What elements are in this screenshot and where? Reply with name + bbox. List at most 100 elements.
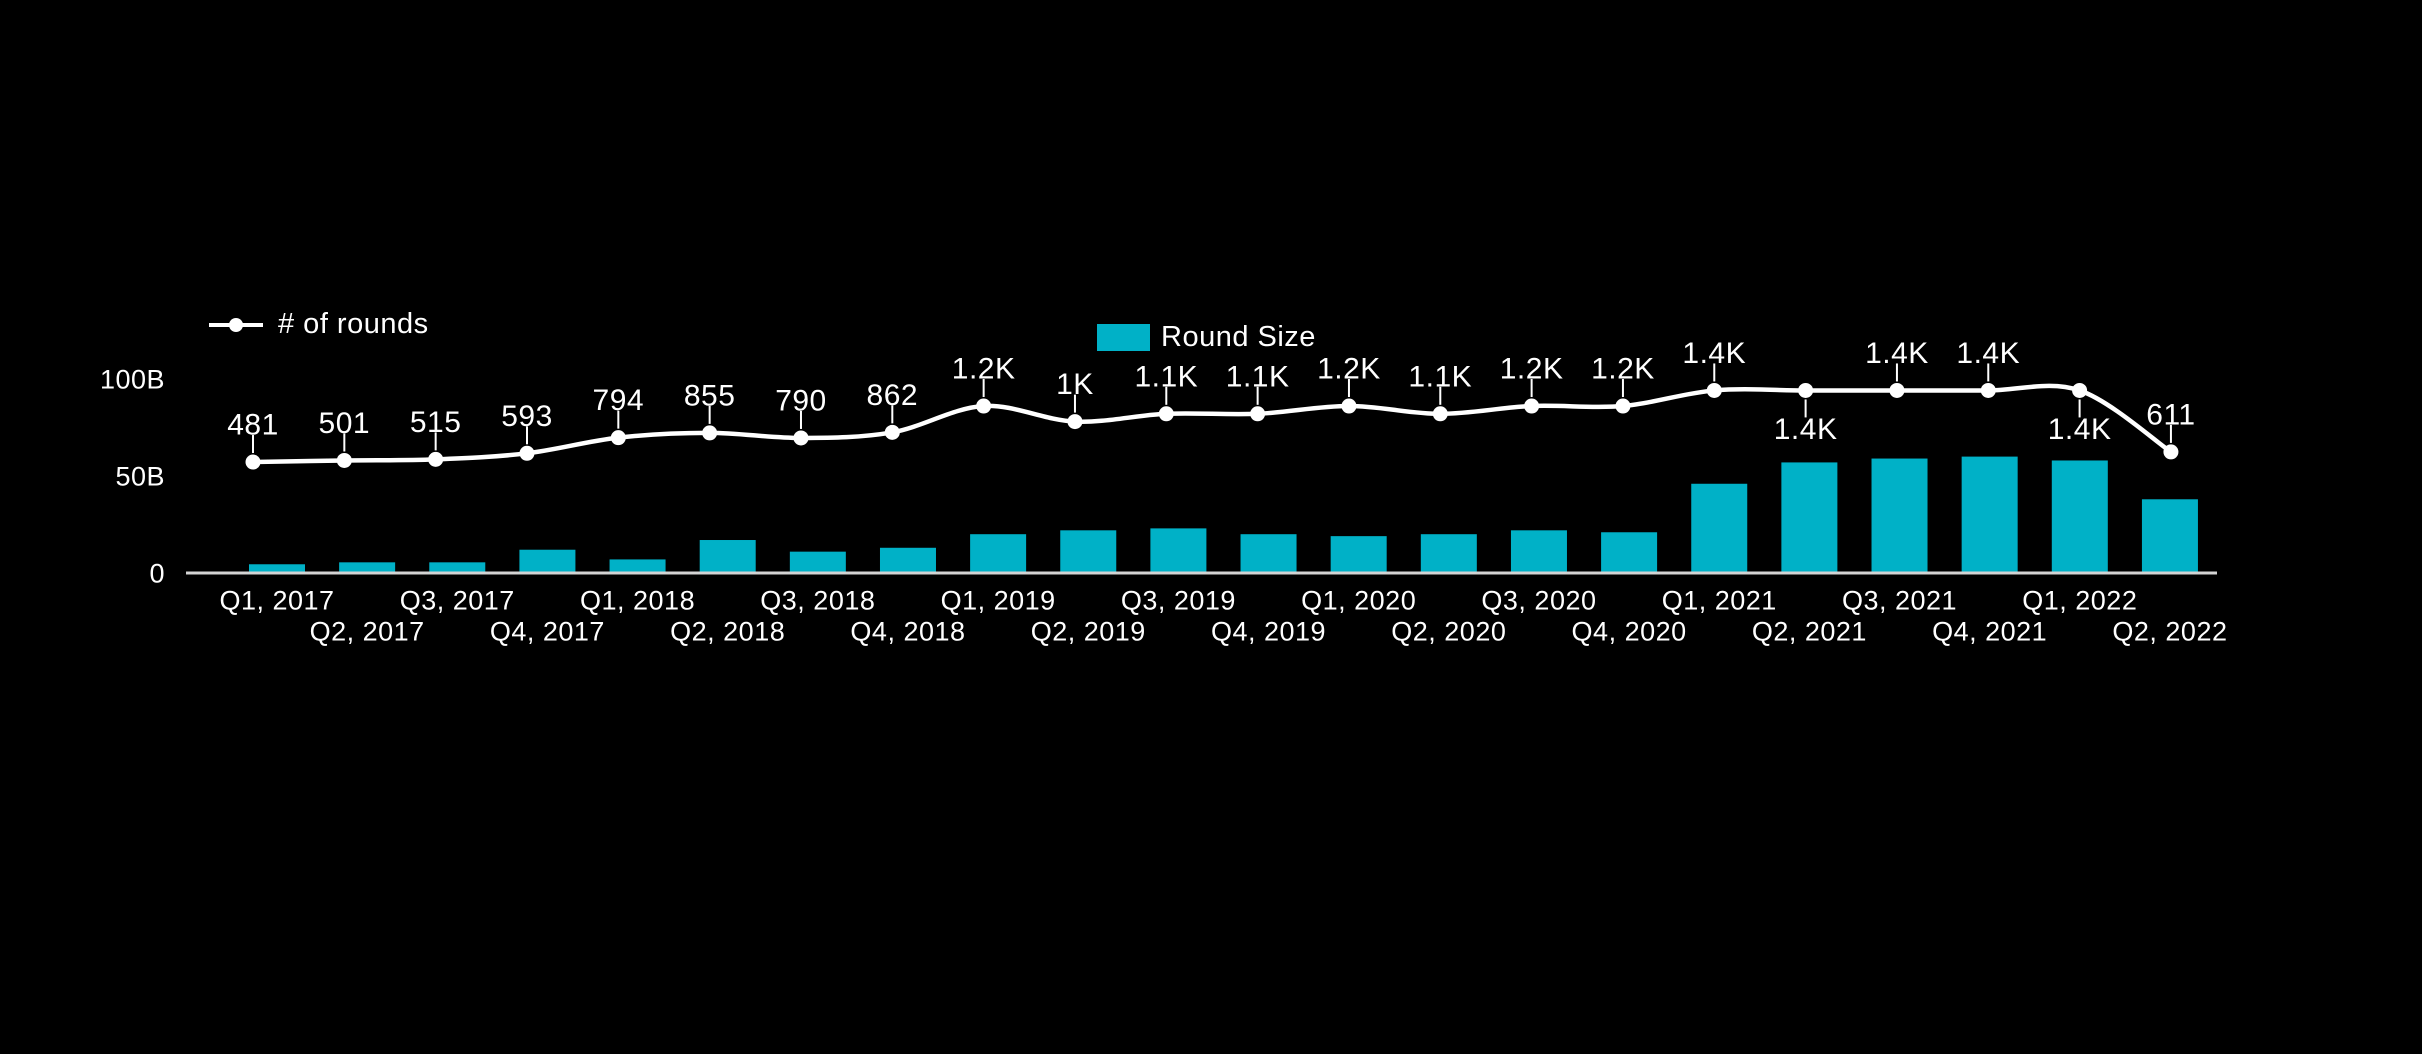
line-point: [2072, 382, 2088, 398]
y-axis-tick-label: 0: [149, 558, 165, 588]
line-point-label: 1.1K: [1226, 360, 1290, 393]
line-point: [1980, 382, 1996, 398]
legend-rounds-label: # of rounds: [278, 308, 429, 340]
y-axis-tick-label: 50B: [115, 461, 165, 491]
bar: [1150, 528, 1207, 573]
x-axis-label: Q3, 2019: [1121, 585, 1236, 615]
line-point: [976, 398, 992, 414]
x-axis-label: Q2, 2022: [2112, 616, 2227, 646]
bar: [2141, 499, 2198, 573]
line-series-marker-icon: [209, 317, 263, 332]
line-point: [702, 425, 718, 441]
x-axis-label: Q4, 2017: [490, 616, 605, 646]
bar: [1420, 534, 1477, 573]
line-point-label: 515: [410, 406, 462, 439]
line-point-label: 1.2K: [1500, 353, 1564, 386]
line-point-label: 1.1K: [1408, 360, 1472, 393]
line-point-label: 1.4K: [2048, 413, 2112, 446]
bar: [249, 564, 305, 573]
line-point: [793, 430, 809, 446]
line-point-label: 855: [684, 379, 736, 412]
round-size-swatch-icon: [1097, 324, 1150, 351]
bar: [699, 540, 756, 573]
line-point: [1067, 414, 1083, 430]
line-point-label: 1K: [1056, 368, 1094, 401]
x-axis-label: Q4, 2018: [850, 616, 965, 646]
line-point-label: 790: [775, 384, 827, 417]
line-point: [1798, 382, 1814, 398]
line-point-label: 1.4K: [1774, 413, 1838, 446]
legend-round-size: Round Size: [1097, 321, 1316, 354]
line-point-label: 1.2K: [1591, 353, 1655, 386]
x-axis-label: Q3, 2020: [1481, 585, 1596, 615]
line-point-label: 1.2K: [952, 353, 1016, 386]
bar: [789, 551, 846, 573]
bar: [1330, 536, 1387, 573]
line-point-label: 1.2K: [1317, 353, 1381, 386]
x-axis-label: Q1, 2017: [219, 585, 334, 615]
bar: [1871, 458, 1928, 573]
y-axis-tick-label: 100B: [100, 364, 165, 394]
bar: [519, 549, 576, 573]
x-axis-label: Q1, 2020: [1301, 585, 1416, 615]
x-axis-label: Q4, 2020: [1572, 616, 1687, 646]
line-point: [428, 451, 444, 467]
bar: [339, 562, 396, 573]
bar: [1961, 456, 2018, 573]
x-axis-label: Q1, 2019: [941, 585, 1056, 615]
line-point-label: 1.1K: [1134, 360, 1198, 393]
bar: [609, 559, 666, 573]
line-point: [245, 454, 261, 470]
line-point-label: 1.4K: [1682, 337, 1746, 370]
x-axis-label: Q2, 2019: [1031, 616, 1146, 646]
line-point-label: 593: [501, 400, 553, 433]
line-point-label: 794: [593, 384, 645, 417]
bar: [1060, 530, 1117, 573]
line-point: [1524, 398, 1540, 414]
line-point: [1341, 398, 1357, 414]
x-axis-label: Q4, 2019: [1211, 616, 1326, 646]
line-point: [1158, 406, 1174, 422]
bar: [1691, 483, 1748, 573]
bar: [2051, 460, 2108, 573]
line-point-label: 611: [2146, 398, 2195, 431]
bar: [1781, 462, 1838, 573]
rounds-line: [250, 383, 2174, 465]
x-axis-label: Q3, 2018: [760, 585, 875, 615]
line-point: [1889, 382, 1905, 398]
bar: [1601, 532, 1658, 573]
line-point: [2163, 444, 2179, 460]
legend-rounds: # of rounds: [207, 308, 429, 341]
legend-round-size-label: Round Size: [1161, 321, 1316, 353]
bar: [429, 562, 486, 573]
line-point-label: 1.4K: [1956, 337, 2020, 370]
line-point-label: 481: [227, 409, 279, 442]
x-axis-label: Q3, 2017: [400, 585, 515, 615]
x-axis-label: Q2, 2021: [1752, 616, 1867, 646]
x-axis-label: Q4, 2021: [1932, 616, 2047, 646]
line-point: [884, 424, 900, 440]
line-point: [610, 430, 626, 446]
line-point-label: 1.4K: [1865, 337, 1929, 370]
x-axis-label: Q1, 2021: [1662, 585, 1777, 615]
bar: [1510, 530, 1567, 573]
x-axis-label: Q1, 2022: [2022, 585, 2137, 615]
line-point: [519, 445, 535, 461]
x-axis-label: Q3, 2021: [1842, 585, 1957, 615]
bar: [879, 547, 936, 573]
x-axis-label: Q2, 2020: [1391, 616, 1506, 646]
line-point: [1250, 406, 1266, 422]
bar: [970, 534, 1027, 573]
line-point: [1706, 382, 1722, 398]
line-point-label: 501: [319, 407, 371, 440]
x-axis-label: Q2, 2017: [310, 616, 425, 646]
line-point: [336, 452, 352, 468]
line-point: [1615, 398, 1631, 414]
line-point: [1432, 406, 1448, 422]
x-axis-label: Q2, 2018: [670, 616, 785, 646]
line-point-label: 862: [867, 379, 919, 412]
x-axis-label: Q1, 2018: [580, 585, 695, 615]
bar: [1240, 534, 1297, 573]
